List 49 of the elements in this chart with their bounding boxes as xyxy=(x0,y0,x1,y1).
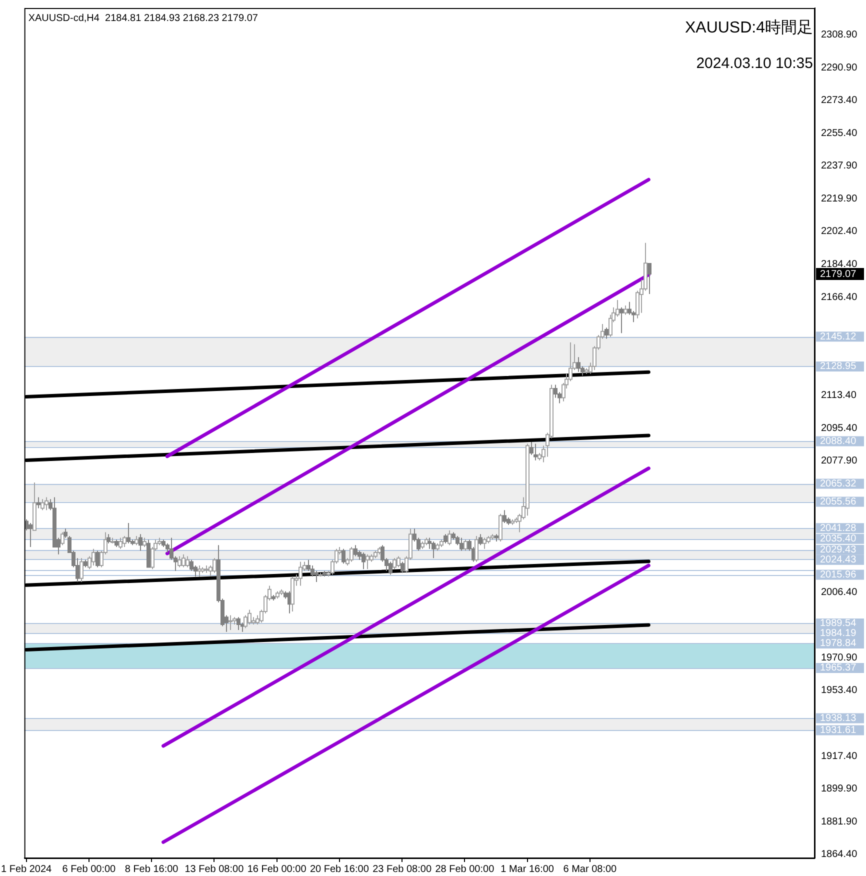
y-tick-label: 2113.40 xyxy=(821,390,857,401)
x-tick-label: 6 Feb 00:00 xyxy=(62,864,116,875)
text: 2179.07 xyxy=(820,268,857,280)
y-tick-label: 2273.40 xyxy=(821,94,858,106)
ref-line-label: 1965.37 xyxy=(820,662,857,674)
y-tick-label: 1899.90 xyxy=(821,783,858,794)
y-tick-label: 2237.90 xyxy=(821,160,858,172)
x-tick-label: 20 Feb 16:00 xyxy=(310,864,370,875)
annotation: XAUUSD-cd,H4 2184.81 2184.93 2168.23 2179.07 xyxy=(28,12,258,24)
y-tick-label: 2095.40 xyxy=(821,423,858,434)
x-tick-label: 23 Feb 08:00 xyxy=(372,864,432,875)
ref-line-label: 2065.32 xyxy=(820,478,857,490)
y-tick-label: 2255.40 xyxy=(821,128,858,140)
y-tick-label: 2006.40 xyxy=(821,587,858,598)
ref-line-label: 2029.43 xyxy=(820,544,857,556)
ref-line-label: 2128.95 xyxy=(820,361,857,372)
x-tick-label: 16 Feb 00:00 xyxy=(247,864,307,875)
text: XAUUSD:4時間足 xyxy=(684,18,813,36)
text: 2024.03.10 10:35 xyxy=(696,55,813,72)
x-tick-label: 8 Feb 16:00 xyxy=(124,864,179,875)
ref-line-label: 2015.96 xyxy=(820,569,857,580)
y-tick-label: 2202.40 xyxy=(821,226,858,237)
ref-line-label: 2041.28 xyxy=(820,522,857,534)
ref-line-label: 1984.19 xyxy=(820,628,857,640)
y-tick-label: 1864.40 xyxy=(821,848,858,860)
ref-line-label: 2035.40 xyxy=(820,534,857,545)
y-tick-label: 2308.90 xyxy=(821,29,858,40)
y-tick-label: 1970.90 xyxy=(821,652,858,664)
y-tick-label: 2166.40 xyxy=(821,292,858,304)
ref-line-label: 2088.40 xyxy=(820,436,857,447)
ref-line-label: 1931.61 xyxy=(820,724,857,736)
x-tick-label: 28 Feb 00:00 xyxy=(435,864,495,875)
y-tick-label: 1953.40 xyxy=(821,684,858,696)
ref-line-label: 2055.56 xyxy=(820,496,857,508)
ref-line-label: 1989.54 xyxy=(820,618,857,630)
x-tick-label: 1 Mar 16:00 xyxy=(500,864,554,875)
ref-line-label: 2024.43 xyxy=(820,554,857,566)
y-tick-label: 2219.90 xyxy=(821,194,858,205)
ref-line-label: 2145.12 xyxy=(820,331,857,342)
ref-line-label: 1938.13 xyxy=(820,712,857,724)
y-tick-label: 1917.40 xyxy=(821,751,858,762)
y-tick-label: 2077.90 xyxy=(821,455,858,466)
x-tick-label: 1 Feb 2024 xyxy=(0,864,52,875)
x-tick-label: 13 Feb 08:00 xyxy=(184,864,244,875)
y-tick-label: 2184.40 xyxy=(821,258,858,270)
y-tick-label: 1881.90 xyxy=(821,816,858,828)
y-tick-label: 2290.90 xyxy=(821,62,858,74)
ref-line-label: 1978.84 xyxy=(820,638,857,650)
x-tick-label: 6 Mar 08:00 xyxy=(563,864,618,875)
